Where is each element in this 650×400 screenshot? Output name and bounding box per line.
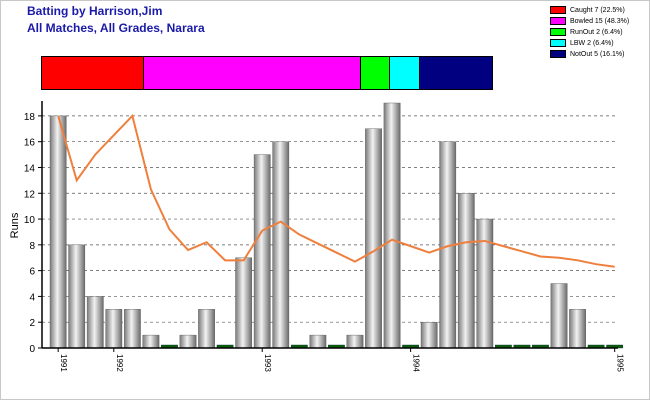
y-tick-label: 16 (24, 138, 36, 149)
dismissal-segment-notout (420, 57, 492, 89)
legend-swatch-caught (550, 6, 566, 14)
y-tick-label: 12 (24, 189, 36, 200)
bar (179, 334, 197, 349)
bar (550, 283, 568, 349)
y-tick-label: 2 (29, 318, 35, 329)
y-tick-label: 4 (29, 292, 35, 303)
bar (420, 322, 438, 349)
y-tick-label: 0 (29, 344, 35, 355)
legend-swatch-notout (550, 50, 566, 58)
bar (457, 193, 475, 349)
legend-label-caught: Caught 7 (22.5%) (570, 6, 625, 14)
x-tick-label: 1991 (59, 354, 68, 372)
legend-item-notout: NotOut 5 (16.1%) (550, 49, 629, 59)
dismissal-stacked-bar (41, 56, 493, 90)
bar (142, 334, 160, 349)
x-tick-label: 1992 (115, 354, 124, 372)
bar (124, 309, 141, 349)
y-tick-label: 18 (24, 112, 36, 123)
chart-subtitle: All Matches, All Grades, Narara (27, 21, 205, 35)
y-axis-label: Runs (9, 212, 21, 238)
bar (476, 218, 494, 349)
bar (86, 296, 104, 349)
bar (365, 128, 382, 349)
dismissal-segment-bowled (143, 57, 361, 89)
bar (253, 154, 271, 349)
dismissal-segment-caught (42, 57, 144, 89)
bar (235, 257, 253, 349)
bar (198, 309, 215, 349)
bar (272, 141, 290, 349)
dismissal-segment-lbw (390, 57, 421, 89)
x-tick-label: 1993 (263, 354, 272, 372)
x-tick-label: 1994 (412, 354, 421, 372)
legend-swatch-bowled (550, 17, 566, 25)
legend-swatch-runout (550, 28, 566, 36)
x-tick-label: 1995 (616, 354, 625, 372)
dismissal-segment-runout (360, 57, 391, 89)
legend-label-bowled: Bowled 15 (48.3%) (570, 17, 630, 25)
legend-label-runout: RunOut 2 (6.4%) (570, 28, 623, 36)
bar (68, 244, 86, 349)
y-tick-label: 6 (29, 267, 35, 278)
bar (383, 102, 401, 349)
y-tick-label: 10 (24, 215, 36, 226)
y-tick-label: 14 (24, 163, 36, 174)
bar (105, 309, 123, 349)
bar (569, 309, 586, 349)
bar (346, 334, 364, 349)
chart-title: Batting by Harrison,Jim (27, 4, 163, 18)
legend-label-lbw: LBW 2 (6.4%) (570, 39, 614, 47)
legend: Caught 7 (22.5%) Bowled 15 (48.3%) RunOu… (550, 5, 629, 60)
legend-item-lbw: LBW 2 (6.4%) (550, 38, 629, 48)
bar (49, 115, 67, 349)
legend-label-notout: NotOut 5 (16.1%) (570, 50, 625, 58)
legend-swatch-lbw (550, 39, 566, 47)
legend-item-bowled: Bowled 15 (48.3%) (550, 16, 629, 26)
y-tick-label: 8 (29, 241, 35, 252)
legend-item-runout: RunOut 2 (6.4%) (550, 27, 629, 37)
legend-item-caught: Caught 7 (22.5%) (550, 5, 629, 15)
bar (309, 334, 327, 349)
trend-line (57, 113, 615, 268)
